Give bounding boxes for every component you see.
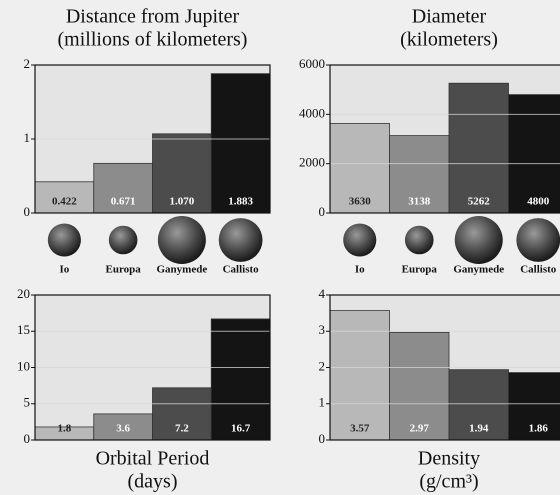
moon-icon: [454, 216, 503, 264]
category-label: Io: [59, 264, 69, 276]
chart-title: Density: [418, 448, 480, 470]
chart-subtitle: (g/cm³): [419, 471, 478, 493]
bar: [448, 82, 509, 214]
category-label: Europa: [105, 264, 141, 276]
bar: [329, 310, 390, 441]
y-tick-label: 3: [319, 322, 326, 337]
bar: [152, 133, 212, 214]
y-tick-label: 2000: [299, 155, 325, 170]
bar: [152, 387, 212, 441]
value-label: 0.671: [111, 196, 136, 208]
value-label: 1.070: [170, 196, 195, 208]
bar: [210, 73, 271, 214]
y-tick-label: 6000: [299, 56, 325, 71]
value-label: 2.97: [410, 423, 430, 435]
category-label: Ganymede: [157, 264, 208, 276]
y-tick-label: 0: [24, 431, 31, 446]
moon-icon: [108, 225, 138, 255]
value-label: 1.883: [228, 196, 253, 208]
category-label: Callisto: [520, 264, 557, 276]
y-tick-label: 20: [17, 286, 30, 301]
bar: [508, 372, 560, 441]
moon-icon: [343, 223, 377, 257]
value-label: 3138: [408, 196, 431, 208]
bar: [389, 331, 450, 441]
bar: [93, 162, 153, 214]
moon-icon: [404, 225, 434, 255]
value-label: 3630: [349, 196, 372, 208]
y-tick-label: 0: [319, 204, 326, 219]
bar: [389, 135, 450, 214]
y-tick-label: 0: [24, 204, 31, 219]
y-tick-label: 2: [24, 56, 31, 71]
value-label: 0.422: [52, 196, 77, 208]
plot-frame: [329, 64, 560, 214]
moon-icon: [218, 218, 263, 262]
chart-title: Orbital Period: [96, 448, 210, 470]
value-label: 1.94: [469, 423, 489, 435]
y-tick-label: 1: [319, 395, 326, 410]
value-label: 3.57: [350, 423, 370, 435]
moon-icon: [516, 218, 560, 262]
category-label: Europa: [402, 264, 438, 276]
y-tick-label: 4000: [299, 105, 325, 120]
value-label: 7.2: [175, 423, 189, 435]
y-tick-label: 5: [24, 395, 31, 410]
value-label: 4800: [527, 196, 550, 208]
value-label: 1.86: [529, 423, 549, 435]
moon-icon: [47, 223, 81, 257]
chart-subtitle: (days): [128, 471, 178, 493]
value-label: 1.8: [58, 423, 72, 435]
category-label: Io: [355, 264, 365, 276]
value-label: 3.6: [116, 423, 130, 435]
value-label: 16.7: [231, 423, 251, 435]
moon-icon: [157, 216, 206, 264]
y-tick-label: 1: [24, 130, 31, 145]
plot-frame: [329, 294, 560, 441]
y-tick-label: 10: [17, 358, 30, 373]
chart-title: Diameter: [412, 6, 487, 28]
bar: [34, 181, 95, 214]
category-label: Callisto: [223, 264, 260, 276]
y-tick-label: 15: [17, 322, 30, 337]
bar: [448, 369, 509, 441]
y-tick-label: 4: [319, 286, 326, 301]
category-label: Ganymede: [453, 264, 504, 276]
chart-title: Distance from Jupiter: [66, 6, 240, 28]
bar: [210, 318, 271, 441]
y-tick-label: 2: [319, 358, 326, 373]
plot-frame: [34, 64, 271, 214]
chart-subtitle: (millions of kilometers): [58, 29, 248, 51]
plot-frame: [34, 294, 271, 441]
y-tick-label: 0: [319, 431, 326, 446]
value-label: 5262: [468, 196, 491, 208]
chart-subtitle: (kilometers): [400, 29, 498, 51]
